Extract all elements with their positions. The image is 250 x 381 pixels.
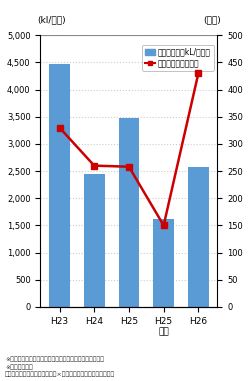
Bar (49, 64, 70, 307)
Text: (kl/億円): (kl/億円) (37, 16, 66, 24)
Legend: 費用対効果（kL/億円）, 補助全額（百万円）: 費用対効果（kL/億円）, 補助全額（百万円） (142, 45, 214, 71)
Bar (188, 167, 209, 307)
Bar (118, 118, 139, 307)
Bar (153, 219, 174, 307)
Text: (億円): (億円) (203, 16, 221, 24)
Bar (84, 174, 105, 307)
Text: ※当該年度に新規採択した事業の後年度も含めた補助金額
※費用対効果：
　毎年の省エネ効果（計画値）×法定耐用年数分／上記補助金額: ※当該年度に新規採択した事業の後年度も含めた補助金額 ※費用対効果： 毎年の省エ… (5, 357, 115, 377)
